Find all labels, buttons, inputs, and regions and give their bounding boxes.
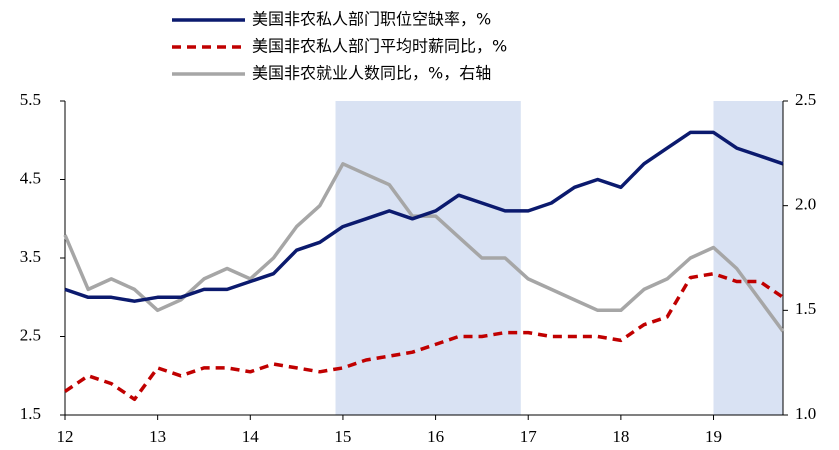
x-tick-label: 13 (149, 427, 166, 446)
y2-tick-label: 2.5 (795, 90, 816, 109)
x-tick-label: 12 (57, 427, 74, 446)
y-tick-label: 5.5 (20, 90, 41, 109)
y2-tick-label: 1.5 (795, 299, 816, 318)
legend-label: 美国非农就业人数同比，%，右轴 (252, 64, 491, 83)
y-tick-label: 2.5 (20, 325, 41, 344)
x-tick-label: 16 (427, 427, 444, 446)
series-line (64, 271, 784, 402)
x-tick-label: 17 (520, 427, 538, 446)
x-tick-label: 15 (334, 427, 351, 446)
y-tick-label: 3.5 (20, 247, 41, 266)
legend-label: 美国非农私人部门平均时薪同比，% (252, 37, 507, 56)
y2-tick-label: 1.0 (795, 404, 816, 423)
x-tick-label: 19 (705, 427, 722, 446)
x-tick-label: 14 (242, 427, 260, 446)
series-line (64, 130, 784, 303)
legend-label: 美国非农私人部门职位空缺率，% (252, 10, 491, 29)
x-tick-label: 18 (612, 427, 629, 446)
y-tick-label: 4.5 (20, 168, 41, 187)
y2-tick-label: 2.0 (795, 195, 816, 214)
y-tick-label: 1.5 (20, 404, 41, 423)
